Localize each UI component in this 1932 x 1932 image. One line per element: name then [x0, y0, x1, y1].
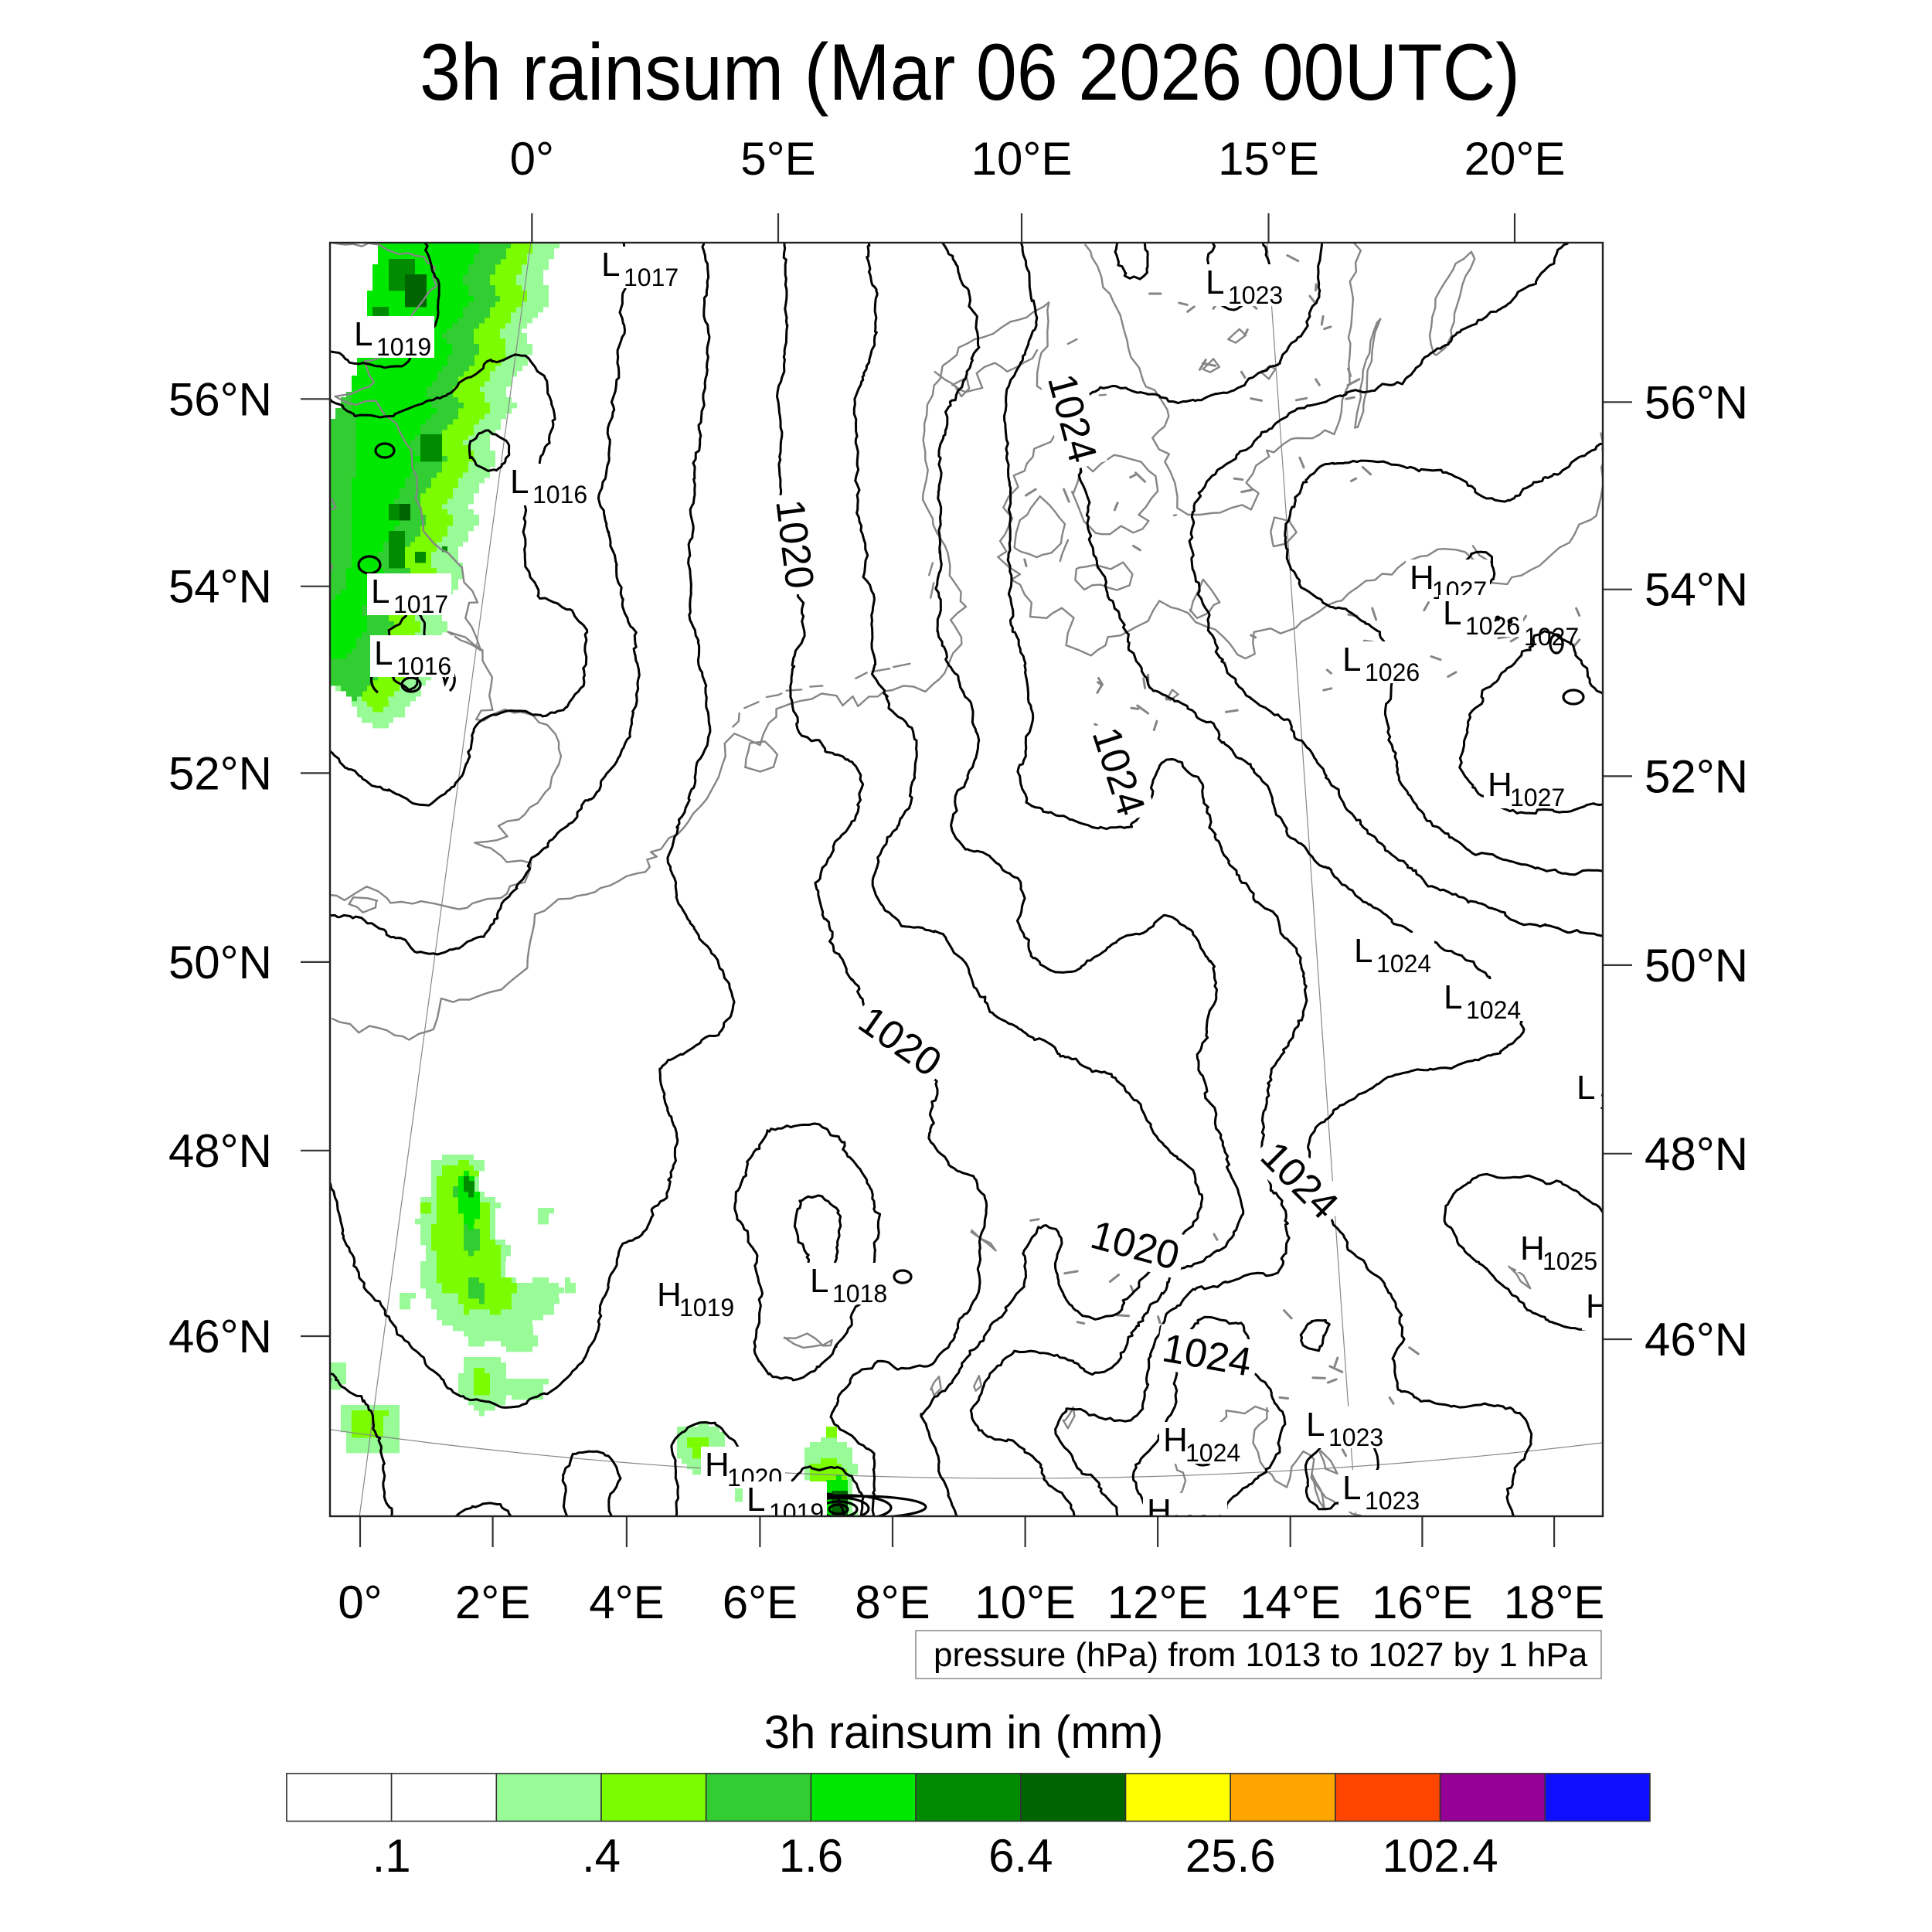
- svg-text:1023: 1023: [1228, 281, 1283, 309]
- svg-text:1.6: 1.6: [779, 1830, 843, 1882]
- svg-text:10°E: 10°E: [975, 1577, 1076, 1628]
- svg-text:1019: 1019: [679, 1294, 734, 1321]
- svg-text:16°E: 16°E: [1372, 1577, 1473, 1628]
- svg-text:pressure (hPa) from 1013 to 10: pressure (hPa) from 1013 to 1027 by 1 hP…: [934, 1636, 1588, 1674]
- svg-text:.4: .4: [582, 1830, 621, 1882]
- svg-text:L: L: [747, 1481, 765, 1519]
- svg-text:20°E: 20°E: [1464, 133, 1566, 185]
- svg-text:1026: 1026: [1465, 612, 1520, 640]
- svg-text:6°E: 6°E: [723, 1577, 798, 1628]
- svg-text:48°N: 48°N: [1645, 1128, 1748, 1180]
- svg-text:1018: 1018: [832, 1280, 887, 1308]
- svg-text:12°E: 12°E: [1107, 1577, 1209, 1628]
- svg-text:1016: 1016: [532, 481, 587, 509]
- svg-text:L: L: [1443, 594, 1461, 632]
- svg-text:1019: 1019: [376, 333, 431, 361]
- svg-text:1024: 1024: [1376, 950, 1431, 978]
- svg-text:25.6: 25.6: [1185, 1830, 1276, 1882]
- svg-text:H: H: [1586, 1287, 1611, 1325]
- svg-text:46°N: 46°N: [1645, 1314, 1748, 1366]
- svg-text:1026: 1026: [1365, 658, 1420, 686]
- svg-text:48°N: 48°N: [168, 1125, 272, 1177]
- svg-text:18°E: 18°E: [1504, 1577, 1605, 1628]
- svg-text:50°N: 50°N: [168, 937, 272, 988]
- svg-text:6.4: 6.4: [988, 1830, 1053, 1882]
- svg-text:H: H: [1520, 1230, 1545, 1267]
- svg-text:1024: 1024: [1185, 1439, 1240, 1467]
- svg-text:L: L: [601, 246, 620, 284]
- svg-text:.1: .1: [372, 1830, 411, 1882]
- svg-text:L: L: [810, 1262, 828, 1300]
- svg-text:H: H: [1488, 766, 1512, 804]
- svg-text:L: L: [1577, 1069, 1595, 1107]
- svg-text:L: L: [1354, 932, 1372, 970]
- svg-text:10°E: 10°E: [971, 133, 1073, 185]
- svg-text:102.4: 102.4: [1383, 1830, 1498, 1882]
- svg-text:1020: 1020: [767, 497, 822, 591]
- svg-text:1023: 1023: [1328, 1423, 1383, 1451]
- svg-text:1025: 1025: [1543, 1247, 1597, 1275]
- svg-text:L: L: [1206, 264, 1224, 301]
- svg-text:3h rainsum (Mar 06 2026 00UTC): 3h rainsum (Mar 06 2026 00UTC): [420, 28, 1520, 117]
- svg-text:L: L: [374, 634, 393, 672]
- svg-text:H: H: [657, 1276, 682, 1314]
- svg-text:L: L: [354, 315, 372, 353]
- svg-text:50°N: 50°N: [1645, 940, 1748, 992]
- svg-text:L: L: [1342, 641, 1361, 679]
- svg-text:54°N: 54°N: [1645, 564, 1748, 616]
- svg-text:15°E: 15°E: [1218, 133, 1319, 185]
- svg-text:46°N: 46°N: [168, 1311, 272, 1362]
- svg-text:L: L: [371, 573, 389, 611]
- svg-text:1027: 1027: [1524, 623, 1579, 651]
- svg-text:H: H: [705, 1446, 730, 1484]
- svg-text:1017: 1017: [393, 590, 448, 618]
- svg-text:1024: 1024: [1466, 996, 1521, 1024]
- svg-text:0°: 0°: [510, 133, 554, 185]
- svg-text:5°E: 5°E: [740, 133, 815, 185]
- svg-text:L: L: [510, 463, 529, 501]
- svg-text:8°E: 8°E: [855, 1577, 930, 1628]
- svg-text:L: L: [1342, 1469, 1361, 1507]
- svg-text:2°E: 2°E: [455, 1577, 530, 1628]
- svg-text:0°: 0°: [338, 1577, 382, 1628]
- svg-text:56°N: 56°N: [168, 373, 272, 425]
- svg-text:1019: 1019: [769, 1498, 824, 1526]
- svg-text:1024: 1024: [1169, 1510, 1224, 1538]
- svg-text:1023: 1023: [1365, 1487, 1420, 1515]
- svg-text:1016: 1016: [396, 652, 451, 680]
- svg-text:52°N: 52°N: [1645, 750, 1748, 802]
- svg-text:1017: 1017: [624, 264, 679, 291]
- svg-text:1024: 1024: [1599, 1087, 1654, 1114]
- svg-text:L: L: [1306, 1406, 1325, 1444]
- svg-text:L: L: [1444, 978, 1462, 1016]
- svg-text:54°N: 54°N: [168, 561, 272, 613]
- svg-text:14°E: 14°E: [1240, 1577, 1341, 1628]
- svg-text:52°N: 52°N: [168, 747, 272, 799]
- svg-text:H: H: [1147, 1492, 1172, 1530]
- svg-text:H: H: [1410, 559, 1434, 597]
- svg-text:1027: 1027: [1510, 784, 1565, 811]
- svg-text:H: H: [1163, 1421, 1188, 1459]
- svg-text:4°E: 4°E: [589, 1577, 664, 1628]
- svg-text:56°N: 56°N: [1645, 376, 1748, 428]
- svg-text:3h rainsum in (mm): 3h rainsum in (mm): [764, 1706, 1164, 1758]
